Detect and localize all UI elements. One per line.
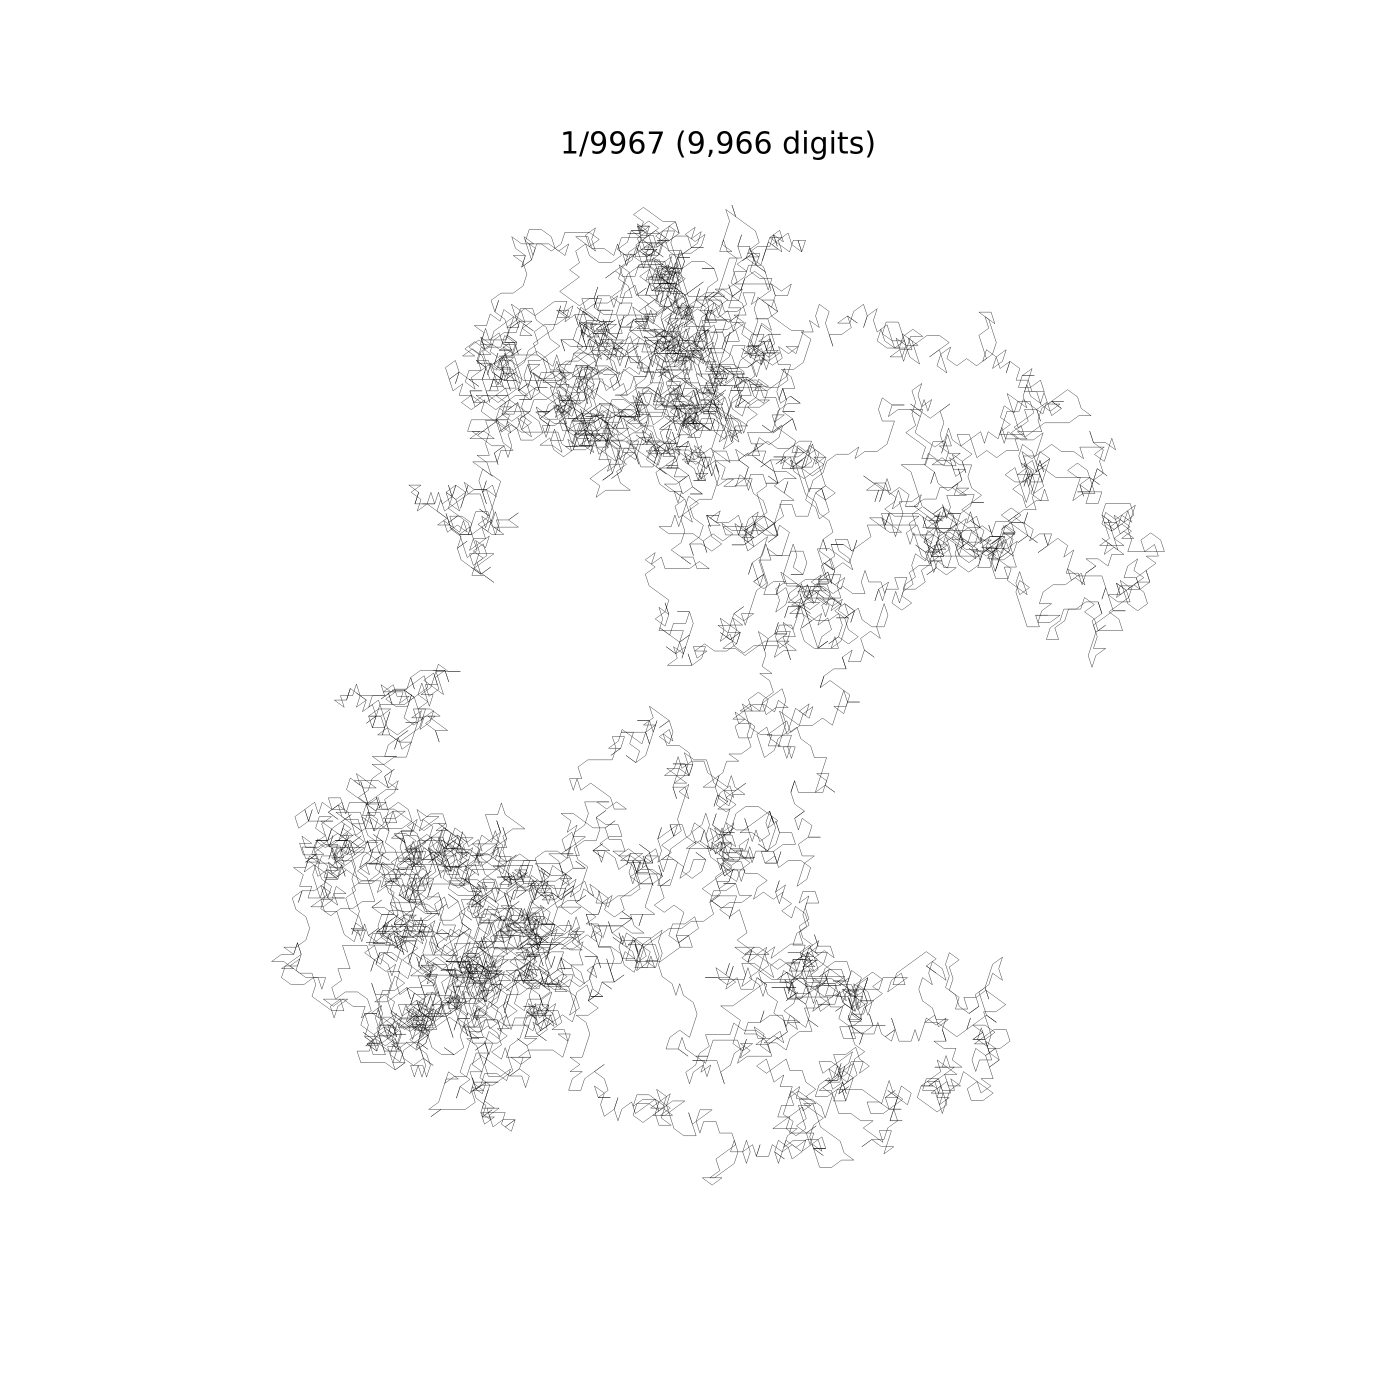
digit-walk-path [271,204,1165,1186]
chart-title: 1/9967 (9,966 digits) [560,127,876,162]
